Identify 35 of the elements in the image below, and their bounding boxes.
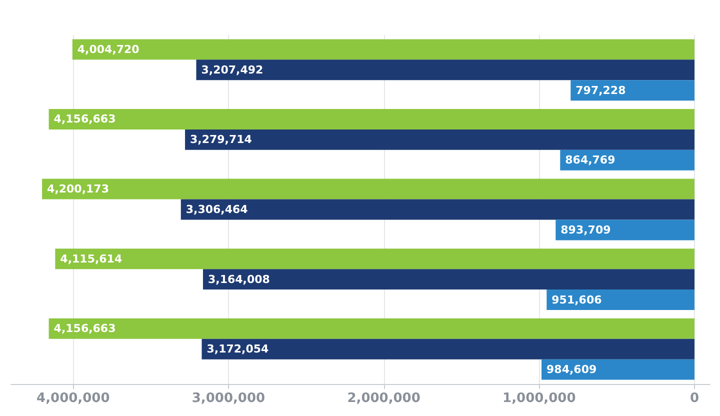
x-tick-label: 2,000,000 [347,391,420,406]
bar [185,129,694,150]
bar [48,108,694,130]
data-label: 3,279,714 [190,133,252,146]
data-label: 984,609 [546,363,597,376]
data-label: 3,207,492 [201,63,264,76]
bar [196,60,694,80]
data-label: 3,164,008 [208,272,270,286]
x-tick-label: 3,000,000 [192,391,266,406]
data-label: 4,200,173 [47,182,109,196]
bar [202,269,694,290]
bar [72,39,694,60]
bar [556,220,694,240]
x-tick-label: 1,000,000 [502,391,576,406]
bar [546,290,694,310]
bar [48,318,694,339]
data-label: 4,156,663 [54,322,116,336]
bar [202,338,694,360]
bar [560,150,694,170]
data-label: 864,769 [565,154,616,167]
data-label: 3,172,054 [206,342,270,356]
data-label: 4,115,614 [60,252,122,266]
x-tick-label: 4,000,000 [36,391,110,406]
bar [570,80,694,101]
data-label: 4,004,720 [77,42,140,56]
data-label: 951,606 [552,293,602,306]
x-tick-label: 0 [690,391,699,406]
data-label: 893,709 [560,223,611,236]
bar [542,359,694,380]
bar [42,178,694,200]
data-label: 4,156,663 [54,112,116,126]
bar [180,199,694,220]
data-label: 3,306,464 [186,203,248,216]
bar [55,248,694,270]
data-label: 797,228 [576,84,626,97]
